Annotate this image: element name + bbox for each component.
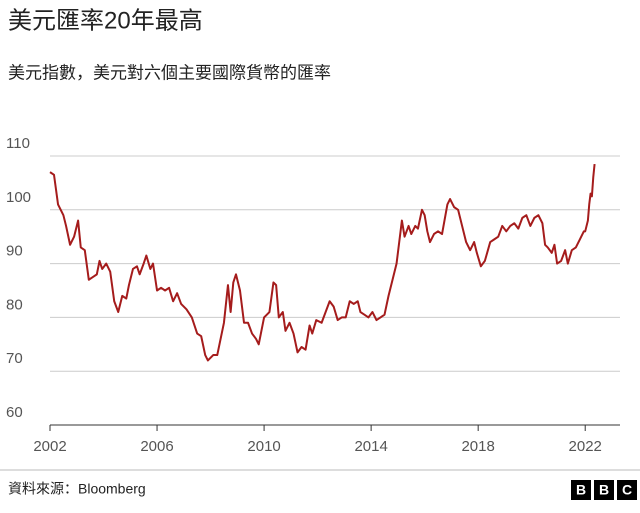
x-tick-label: 2010 bbox=[247, 438, 280, 455]
y-tick-label: 100 bbox=[6, 189, 31, 206]
logo-box bbox=[571, 480, 591, 500]
logo-letter: B bbox=[576, 482, 586, 498]
logo-letter: B bbox=[599, 482, 609, 498]
logo-letter: C bbox=[622, 482, 632, 498]
y-tick-label: 110 bbox=[6, 135, 30, 152]
y-tick-label: 90 bbox=[6, 243, 23, 260]
y-tick-label: 80 bbox=[6, 296, 23, 313]
x-tick-label: 2002 bbox=[33, 438, 66, 455]
y-tick-label: 60 bbox=[6, 404, 23, 421]
x-tick-label: 2018 bbox=[461, 438, 494, 455]
chart-title: 美元匯率20年最高 bbox=[8, 7, 203, 34]
y-tick-label: 70 bbox=[6, 350, 23, 367]
x-tick-label: 2022 bbox=[569, 438, 602, 455]
x-tick-label: 2006 bbox=[140, 438, 173, 455]
chart-subtitle: 美元指數，美元對六個主要國際貨幣的匯率 bbox=[8, 63, 331, 82]
logo-box bbox=[594, 480, 614, 500]
line-series bbox=[49, 163, 596, 362]
x-tick-label: 2014 bbox=[354, 438, 387, 455]
logo-box bbox=[617, 480, 637, 500]
source: 資料來源：Bloomberg bbox=[8, 481, 146, 497]
